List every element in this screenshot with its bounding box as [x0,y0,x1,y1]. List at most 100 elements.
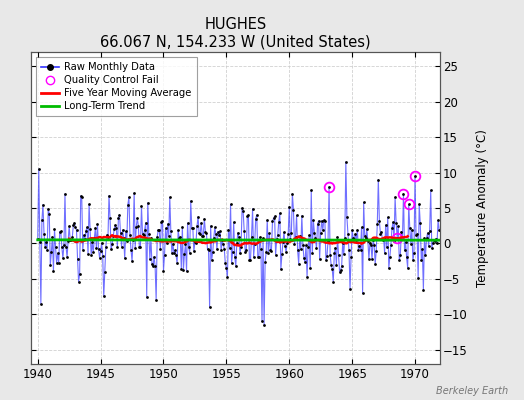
Point [215,232,223,238]
Point [150,254,158,260]
Point [243,213,252,220]
Point [255,254,263,260]
Point [270,213,279,220]
Point [131,244,139,251]
Point [318,217,326,224]
Point [69,222,78,228]
Point [59,255,67,261]
Point [111,222,119,228]
Point [391,194,399,200]
Point [36,239,44,245]
Point [146,256,154,262]
Point [64,238,72,244]
Point [378,237,387,243]
Point [187,198,195,204]
Point [397,228,406,235]
Title: HUGHES
66.067 N, 154.233 W (United States): HUGHES 66.067 N, 154.233 W (United State… [101,17,371,50]
Point [173,260,181,266]
Point [116,230,125,236]
Point [35,166,43,172]
Point [300,255,308,262]
Point [319,227,327,233]
Point [180,251,189,257]
Point [99,253,107,259]
Point [38,217,46,223]
Point [261,258,269,265]
Point [140,227,149,233]
Point [234,230,242,236]
Point [281,243,289,250]
Point [293,247,302,254]
Point [312,245,321,252]
Point [263,217,271,223]
Point [43,247,51,254]
Point [383,244,391,250]
Point [354,247,363,254]
Point [362,235,370,242]
Point [349,235,357,241]
Point [210,234,218,241]
Point [235,234,243,240]
Point [380,250,389,256]
Point [161,225,170,232]
Point [147,235,155,241]
Point [197,220,205,226]
Point [63,254,71,260]
Point [132,224,140,230]
Point [240,227,248,234]
Point [320,217,328,223]
Point [377,229,386,236]
Point [222,265,231,271]
Point [113,244,122,250]
Point [166,194,174,200]
Point [130,190,138,196]
Point [67,237,75,244]
Point [65,223,73,229]
Point [253,212,261,218]
Point [408,227,416,233]
Point [260,322,268,328]
Point [389,219,397,226]
Point [204,247,213,254]
Point [276,210,284,216]
Point [70,220,79,226]
Point [92,245,101,252]
Point [112,225,121,231]
Point [332,262,341,268]
Point [121,255,129,262]
Point [340,251,348,257]
Point [214,228,222,235]
Point [46,262,54,268]
Point [158,217,167,224]
Point [272,236,281,242]
Point [233,239,241,246]
Point [104,236,112,242]
Point [279,239,287,246]
Point [393,234,401,241]
Point [365,256,373,262]
Point [53,250,62,256]
Point [192,240,200,246]
Point [79,246,87,253]
Point [414,274,422,281]
Point [159,268,168,274]
Point [45,210,53,217]
Point [157,219,166,225]
Point [115,212,124,218]
Point [422,235,431,242]
Point [286,236,294,242]
Point [364,237,372,244]
Point [103,232,111,238]
Point [301,259,309,265]
Point [96,248,105,254]
Point [353,227,362,233]
Point [72,227,81,234]
Point [50,226,59,233]
Point [41,243,49,250]
Point [97,240,106,246]
Point [124,202,132,208]
Point [324,238,332,244]
Point [227,260,236,267]
Point [407,240,415,247]
Point [238,205,246,211]
